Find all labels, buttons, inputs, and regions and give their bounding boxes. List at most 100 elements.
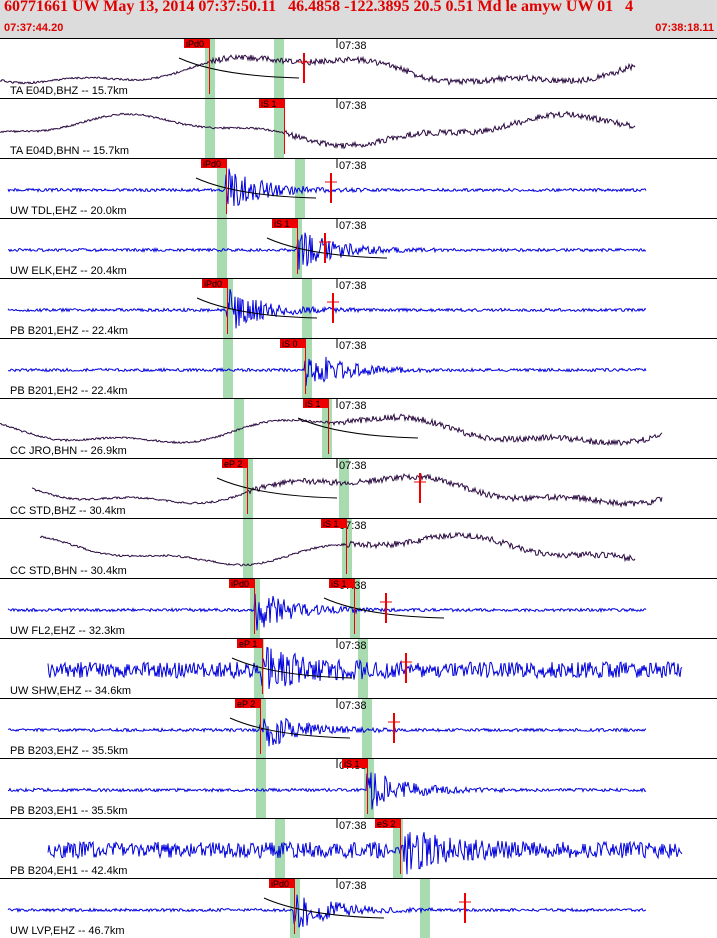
phase-pick-label: iS 1 [331, 579, 347, 589]
minute-tick-label: 07:38 [339, 700, 367, 712]
phase-pick-label: iS 1 [323, 519, 339, 529]
window-end-time: 07:38:18.11 [655, 22, 714, 34]
minute-tick-label: 07:38 [339, 460, 367, 472]
waveform [0, 53, 636, 86]
coda-curve [266, 237, 388, 259]
waveform [7, 232, 647, 270]
station-label: CC STD,BHN -- 30.4km [10, 565, 127, 577]
phase-pick-label: iPd0 [204, 279, 222, 289]
phase-pick-flag[interactable] [237, 639, 263, 648]
arrival-band [302, 339, 312, 398]
arrival-band [234, 399, 244, 458]
minute-tick-label: 07:38 [339, 280, 367, 292]
phase-pick-label: iPd0 [231, 579, 249, 589]
minute-tick-label: 07:38 [339, 40, 367, 52]
trace-row[interactable]: 07:38 iPd0 UW TDL,EHZ -- 20.0km [0, 158, 717, 219]
phase-pick-label: eP 2 [237, 699, 255, 709]
phase-pick-flag[interactable] [272, 219, 298, 228]
waveform [39, 531, 636, 567]
coda-curve [195, 177, 317, 199]
station-label: PB B203,EHZ -- 35.5km [10, 745, 128, 757]
minute-tick-label: 07:38 [339, 820, 367, 832]
seismogram-panel[interactable]: 07:38 iPd0 TA E04D,BHZ -- 15.7km 07:38 iS 1 T… [0, 38, 717, 938]
phase-pick-label: iS 1 [305, 399, 321, 409]
phase-pick-flag[interactable] [375, 819, 401, 828]
station-label: UW SHW,EHZ -- 34.6km [10, 685, 131, 697]
phase-pick-flag[interactable] [269, 879, 295, 888]
phase-pick-flag[interactable] [202, 279, 228, 288]
station-label: CC JRO,BHN -- 26.9km [10, 445, 127, 457]
trace-row[interactable]: 07:38 iPd0 PB B201,EHZ -- 22.4km [0, 278, 717, 339]
trace-row[interactable]: 07:38 iPd0 UW LVP,EHZ -- 46.7km [0, 878, 717, 938]
phase-pick-flag[interactable] [259, 99, 285, 108]
waveform [7, 356, 647, 386]
arrival-band [362, 699, 372, 758]
coda-curve [231, 657, 353, 679]
phase-pick-flag[interactable] [303, 399, 329, 408]
phase-pick-label: eP 2 [224, 459, 242, 469]
phase-pick-flag[interactable] [280, 339, 306, 348]
waveform [8, 717, 647, 747]
waveform [7, 894, 647, 928]
waveform [7, 593, 647, 631]
arrival-band [217, 159, 227, 218]
minute-tick-label: 07:38 [339, 640, 367, 652]
arrival-band [420, 879, 430, 938]
event-header: 60771661 UW May 13, 2014 07:37:50.11 46.… [0, 0, 717, 38]
station-label: TA E04D,BHZ -- 15.7km [10, 85, 128, 97]
coda-curve [178, 57, 300, 79]
trace-row[interactable]: 07:38iPd0iS 1UW FL2,EHZ -- 32.3km [0, 578, 717, 639]
phase-pick-flag[interactable] [342, 759, 368, 768]
trace-row[interactable]: 07:38 iPd0 TA E04D,BHZ -- 15.7km [0, 38, 717, 99]
trace-row[interactable]: 07:38 iS 1 CC JRO,BHN -- 26.9km [0, 398, 717, 459]
arrival-band [358, 639, 368, 698]
phase-pick-label: iS 1 [344, 759, 360, 769]
phase-pick-flag[interactable] [229, 579, 255, 588]
arrival-band [295, 159, 305, 218]
station-label: CC STD,BHZ -- 30.4km [10, 505, 126, 517]
coda-curve [196, 297, 318, 319]
arrival-band [254, 639, 264, 698]
phase-pick-flag[interactable] [235, 699, 261, 708]
waveform [31, 473, 663, 508]
station-label: UW TDL,EHZ -- 20.0km [10, 205, 127, 217]
arrival-band [274, 39, 284, 98]
phase-pick-flag[interactable] [201, 159, 227, 168]
trace-row[interactable]: 07:38 eP 2 CC STD,BHZ -- 30.4km [0, 458, 717, 519]
phase-pick-label: iPd0 [186, 39, 204, 49]
arrival-band [274, 99, 284, 158]
station-label: UW LVP,EHZ -- 46.7km [10, 925, 125, 937]
trace-row[interactable]: 07:38 eP 2 PB B203,EHZ -- 35.5km [0, 698, 717, 759]
phase-pick-flag[interactable] [184, 39, 210, 48]
station-label: PB B203,EH1 -- 35.5km [10, 805, 127, 817]
station-label: PB B204,EH1 -- 42.4km [10, 865, 127, 877]
phase-pick-label: iPd0 [271, 879, 289, 889]
trace-row[interactable]: 07:38 eP 1 UW SHW,EHZ -- 34.6km [0, 638, 717, 699]
minute-tick-label: 07:38 [339, 400, 367, 412]
trace-row[interactable]: 07:38 iS 0 PB B201,EH2 -- 22.4km [0, 338, 717, 399]
station-label: UW ELK,EHZ -- 20.4km [10, 265, 127, 277]
arrival-band [223, 339, 233, 398]
arrival-band [339, 459, 349, 518]
station-label: UW FL2,EHZ -- 32.3km [10, 625, 125, 637]
minute-tick-label: 07:38 [339, 220, 367, 232]
phase-pick-label: iPd0 [203, 159, 221, 169]
trace-row[interactable]: 07:38 iS 1 UW ELK,EHZ -- 20.4km [0, 218, 717, 279]
station-label: PB B201,EHZ -- 22.4km [10, 325, 128, 337]
waveform [7, 168, 647, 207]
phase-pick-flag[interactable] [329, 579, 355, 588]
minute-tick-label: 07:38 [339, 880, 367, 892]
phase-pick-flag[interactable] [321, 519, 347, 528]
phase-pick-label: iS 0 [282, 339, 298, 349]
phase-pick-flag[interactable] [222, 459, 248, 468]
phase-pick-label: eP 1 [239, 639, 257, 649]
station-label: PB B201,EH2 -- 22.4km [10, 385, 127, 397]
coda-curve [323, 597, 445, 619]
arrival-band [322, 399, 332, 458]
station-label: TA E04D,BHN -- 15.7km [10, 145, 129, 157]
trace-row[interactable]: 07:38 eS 2 PB B204,EH1 -- 42.4km [0, 818, 717, 879]
trace-row[interactable]: 07:38 iS 1 TA E04D,BHN -- 15.7km [0, 98, 717, 159]
coda-curve [216, 477, 338, 499]
